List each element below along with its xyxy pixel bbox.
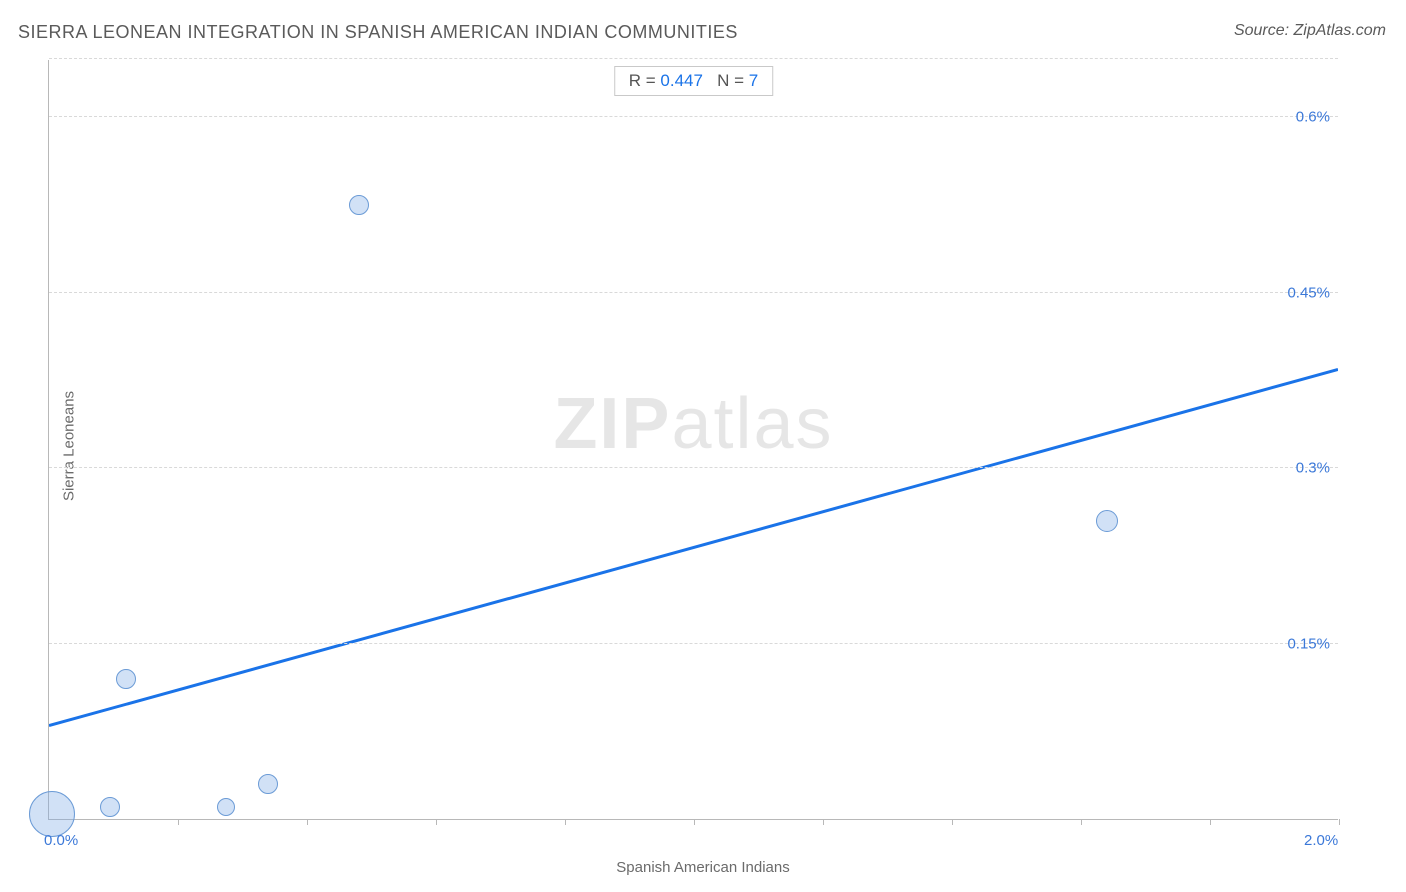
gridline-h [49, 116, 1338, 117]
stats-box: R = 0.447 N = 7 [614, 66, 774, 96]
y-tick-label: 0.45% [1287, 284, 1330, 301]
chart-title: SIERRA LEONEAN INTEGRATION IN SPANISH AM… [18, 22, 738, 43]
gridline-h [49, 58, 1338, 59]
watermark: ZIPatlas [553, 383, 833, 465]
data-point[interactable] [116, 669, 136, 689]
x-tick-mark [565, 819, 566, 825]
data-point[interactable] [349, 195, 369, 215]
data-point[interactable] [258, 774, 278, 794]
data-point[interactable] [100, 797, 120, 817]
x-tick-mark [694, 819, 695, 825]
x-tick-mark [436, 819, 437, 825]
y-tick-label: 0.3% [1296, 460, 1330, 477]
data-point[interactable] [29, 791, 75, 837]
x-tick-mark [1339, 819, 1340, 825]
n-value: 7 [749, 71, 758, 90]
x-tick-mark [823, 819, 824, 825]
gridline-h [49, 467, 1338, 468]
data-point[interactable] [217, 798, 235, 816]
watermark-rest: atlas [671, 384, 833, 464]
gridline-h [49, 643, 1338, 644]
chart-container: SIERRA LEONEAN INTEGRATION IN SPANISH AM… [0, 0, 1406, 892]
y-tick-label: 0.15% [1287, 635, 1330, 652]
x-tick-mark [178, 819, 179, 825]
x-axis-end-tick: 2.0% [1304, 832, 1338, 849]
data-point[interactable] [1096, 510, 1118, 532]
x-tick-mark [307, 819, 308, 825]
trend-line [49, 369, 1338, 725]
x-tick-mark [952, 819, 953, 825]
x-axis-origin-tick: 0.0% [44, 832, 78, 849]
plot-area: R = 0.447 N = 7 ZIPatlas 0.15% 0.3% 0.45% 0… [48, 60, 1338, 820]
r-label: R = [629, 71, 661, 90]
x-tick-mark [1210, 819, 1211, 825]
x-axis-label: Spanish American Indians [616, 859, 789, 876]
x-tick-mark [1081, 819, 1082, 825]
source-credit: Source: ZipAtlas.com [1234, 22, 1386, 40]
y-tick-label: 0.6% [1296, 109, 1330, 126]
r-value: 0.447 [660, 71, 703, 90]
gridline-h [49, 292, 1338, 293]
trend-svg [49, 60, 1338, 819]
n-label: N = [717, 71, 749, 90]
watermark-bold: ZIP [553, 384, 671, 464]
